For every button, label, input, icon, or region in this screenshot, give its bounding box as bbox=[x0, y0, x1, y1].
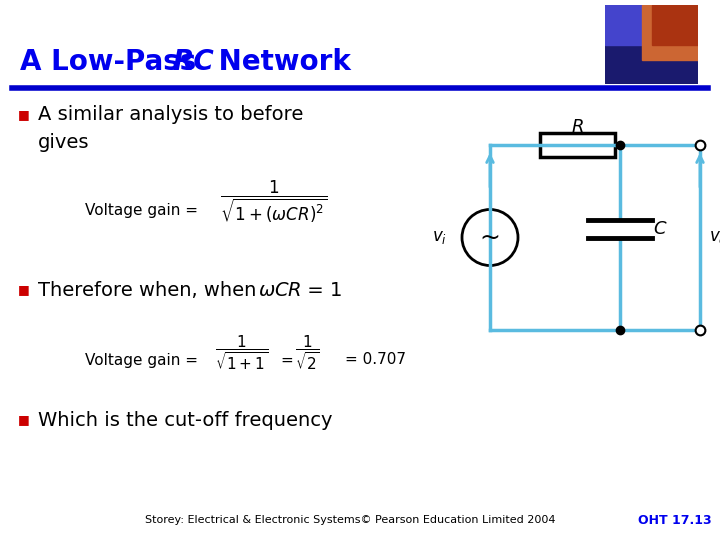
Text: ~: ~ bbox=[480, 226, 500, 249]
Text: =: = bbox=[280, 353, 293, 368]
Text: $\dfrac{1}{\sqrt{1+1}}$: $\dfrac{1}{\sqrt{1+1}}$ bbox=[215, 334, 269, 373]
Text: = 1: = 1 bbox=[301, 280, 343, 300]
Text: $\dfrac{1}{\sqrt{2}}$: $\dfrac{1}{\sqrt{2}}$ bbox=[295, 334, 320, 373]
Text: Voltage gain =: Voltage gain = bbox=[85, 202, 203, 218]
Text: = 0.707: = 0.707 bbox=[345, 353, 406, 368]
Text: RC: RC bbox=[172, 48, 214, 76]
Text: 17.3: 17.3 bbox=[603, 71, 637, 85]
Text: Network: Network bbox=[209, 48, 351, 76]
Text: $v_o$: $v_o$ bbox=[708, 228, 720, 246]
Ellipse shape bbox=[462, 210, 518, 266]
Text: Therefore when, when: Therefore when, when bbox=[38, 280, 263, 300]
Text: C: C bbox=[654, 220, 666, 238]
Text: R: R bbox=[571, 118, 584, 136]
Text: Voltage gain =: Voltage gain = bbox=[85, 353, 203, 368]
Text: ■: ■ bbox=[18, 109, 30, 122]
Bar bbox=[642, 5, 698, 60]
Text: A similar analysis to before: A similar analysis to before bbox=[38, 105, 303, 125]
Text: ■: ■ bbox=[18, 284, 30, 296]
Bar bbox=[652, 5, 698, 44]
Bar bbox=[605, 5, 698, 44]
Text: $\omega \mathit{CR}$: $\omega \mathit{CR}$ bbox=[258, 280, 302, 300]
Text: gives: gives bbox=[38, 133, 89, 152]
Text: Storey: Electrical & Electronic Systems© Pearson Education Limited 2004: Storey: Electrical & Electronic Systems©… bbox=[145, 515, 555, 525]
Bar bbox=[540, 133, 615, 157]
Text: ■: ■ bbox=[18, 414, 30, 427]
Text: Which is the cut-off frequency: Which is the cut-off frequency bbox=[38, 410, 333, 429]
Text: A Low-Pass: A Low-Pass bbox=[20, 48, 206, 76]
Text: OHT 17.13: OHT 17.13 bbox=[638, 514, 712, 526]
Text: $v_i$: $v_i$ bbox=[433, 228, 448, 246]
Text: $\dfrac{1}{\sqrt{1+(\omega CR)^2}}$: $\dfrac{1}{\sqrt{1+(\omega CR)^2}}$ bbox=[220, 179, 328, 225]
